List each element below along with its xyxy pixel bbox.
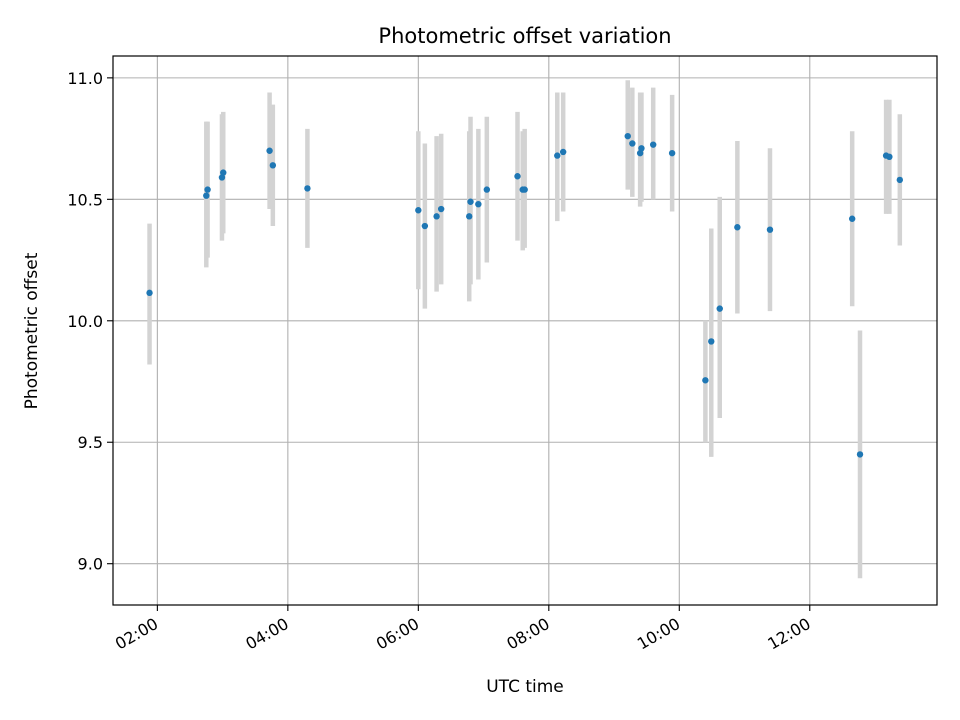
data-point (559, 148, 567, 156)
data-point (475, 200, 482, 208)
data-point (521, 186, 528, 193)
data-point (702, 377, 709, 384)
data-point (896, 176, 904, 184)
data-point (204, 186, 211, 193)
data-point (483, 186, 491, 193)
chart-title: Photometric offset variation (378, 24, 671, 48)
data-point (716, 305, 723, 312)
data-point (220, 169, 227, 176)
y-tick-label: 9.5 (78, 433, 103, 452)
data-point (638, 145, 645, 152)
data-point (304, 185, 311, 192)
data-points (146, 132, 904, 458)
data-point (624, 132, 631, 140)
x-axis-label: UTC time (486, 677, 564, 697)
data-point (668, 149, 676, 157)
data-point (629, 140, 636, 147)
data-point (466, 213, 473, 220)
data-point (203, 192, 210, 199)
y-axis-label: Photometric offset (22, 252, 42, 409)
data-point (636, 149, 644, 157)
data-point (266, 147, 273, 154)
data-point (856, 451, 864, 458)
y-tick-label: 10.0 (67, 312, 103, 331)
data-point (146, 289, 153, 297)
data-point (218, 174, 226, 181)
data-point (514, 173, 521, 180)
data-point (734, 224, 741, 231)
y-tick-label: 9.0 (78, 555, 103, 574)
data-point (269, 162, 277, 169)
data-point (766, 226, 774, 233)
data-point (415, 207, 422, 214)
y-tick-label: 10.5 (67, 190, 103, 209)
data-point (433, 213, 440, 220)
y-tick-label: 11.0 (67, 69, 103, 88)
data-point (467, 198, 474, 205)
y-axis-ticks: 9.0 9.5 10.0 10.5 11.0 (67, 69, 113, 574)
data-point (848, 215, 856, 222)
plot-area-frame (112, 55, 938, 606)
data-point (708, 338, 715, 345)
data-point (437, 205, 445, 213)
data-point (421, 222, 429, 230)
data-point (886, 153, 893, 161)
data-point (649, 141, 657, 148)
data-point (554, 152, 561, 159)
